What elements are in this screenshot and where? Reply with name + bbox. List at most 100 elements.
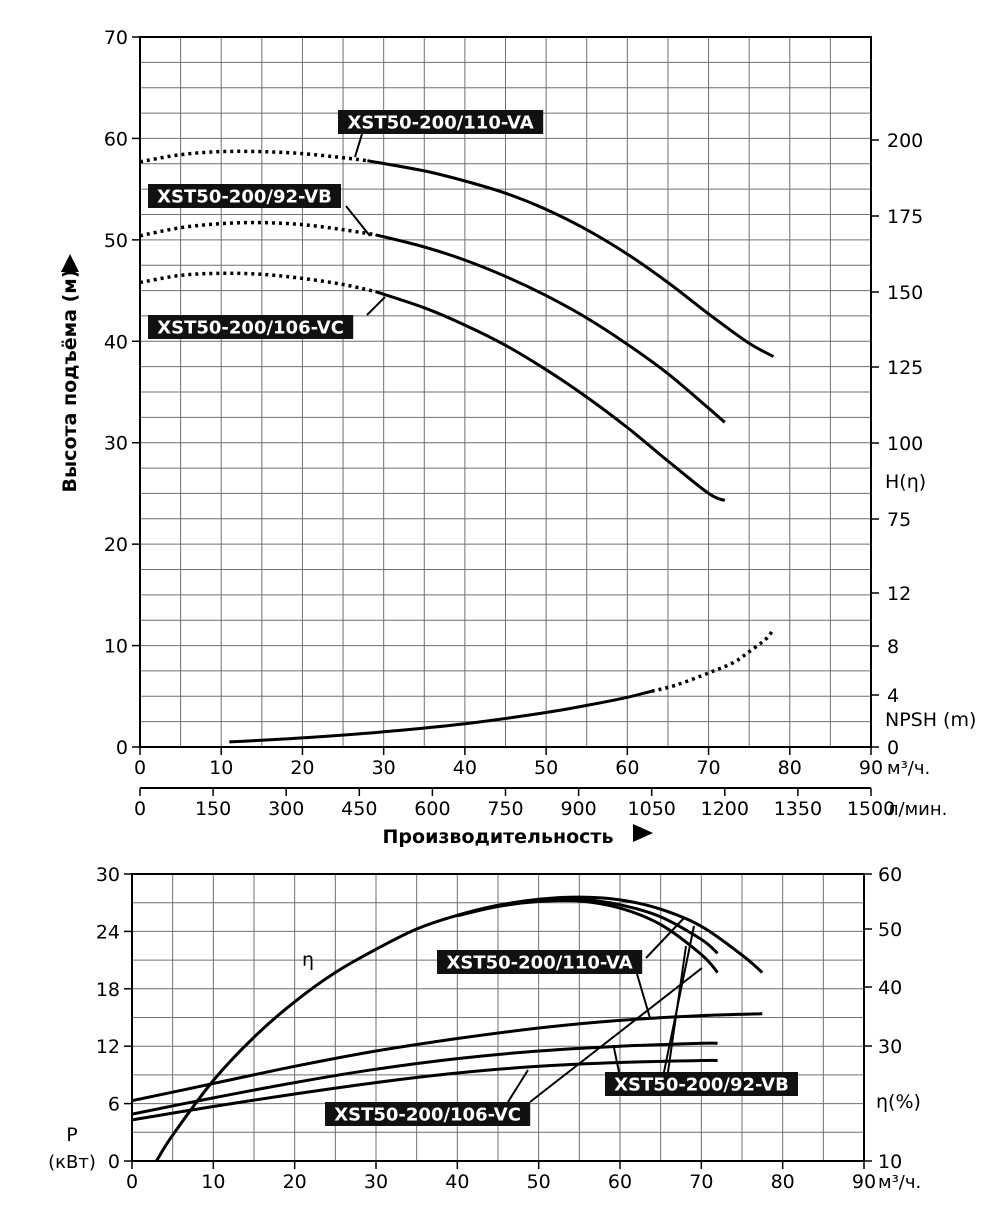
right-eff-tick-label: 10: [878, 1151, 902, 1173]
top-chart-labels: XST50-200/110-VA XST50-200/92-VB XST50-200…: [148, 110, 544, 339]
top-x-axis-arrow: [633, 824, 653, 842]
lpm-tick-label: 300: [268, 798, 304, 820]
top-x-unit: м³/ч.: [887, 758, 930, 779]
power-curve-xst50-200-92-vb: [132, 1041, 718, 1116]
top-y-tick-label: 20: [104, 534, 128, 556]
bottom-y-tick-label: 30: [96, 864, 120, 886]
top-leader-xst50-200-106-vc: [366, 296, 386, 316]
right-head-tick-label: 150: [887, 282, 923, 304]
top-label-xst50-200-106-vc-box: [148, 315, 354, 339]
bottom-leader-92-vb-power: [613, 1047, 620, 1073]
bottom-y-tick-label: 24: [96, 921, 120, 943]
bottom-x-tick-label: 30: [364, 1171, 388, 1193]
efficiency-curve-xst50-200-106-vc: [456, 898, 719, 974]
bottom-label-xst50-200-106-vc-text: XST50-200/106-VC: [334, 1105, 521, 1126]
right-npsh-tick-label: 0: [887, 737, 899, 759]
bottom-label-xst50-200-110-va-text: XST50-200/110-VA: [447, 953, 633, 974]
top-y-axis-arrow: [61, 254, 79, 272]
bottom-chart-labels: η XST50-200/110-VA XST50-200/92-VB XST50-20…: [302, 917, 798, 1126]
bottom-label-xst50-200-92-vb-box: [605, 1072, 798, 1096]
top-chart-curves: [140, 149, 775, 744]
top-chart-grid: [140, 37, 871, 747]
bottom-y-axis-title: P: [66, 1124, 77, 1146]
lpm-tick-label: 1500: [847, 798, 895, 820]
bottom-chart-curves: [132, 895, 764, 1161]
top-y-tick-label: 60: [104, 128, 128, 150]
top-y-tick-label: 10: [104, 636, 128, 658]
bottom-x-tick-label: 0: [126, 1171, 138, 1193]
bottom-leader-110-va-eff: [645, 917, 685, 959]
power-curve-xst50-200-106-vc: [132, 1058, 718, 1122]
lpm-tick-label: 1200: [701, 798, 749, 820]
bottom-x-tick-label: 10: [201, 1171, 225, 1193]
head-curve-xst50-200-106-vc: [375, 290, 726, 502]
top-x-tick-label: 10: [209, 757, 233, 779]
efficiency-symbol-label: η: [302, 949, 314, 971]
top-y-axis-title: Высота подъёма (м): [59, 270, 81, 493]
top-x-tick-label: 70: [696, 757, 720, 779]
top-x-tick-label: 60: [615, 757, 639, 779]
lpm-unit: л/мин.: [887, 799, 947, 820]
head-curve-xst50-200-110-va: [367, 159, 775, 358]
bottom-x-tick-label: 40: [445, 1171, 469, 1193]
right-head-tick-label: 75: [887, 509, 911, 531]
bottom-y-tick-label: 6: [108, 1094, 120, 1116]
bottom-label-xst50-200-106-vc-box: [325, 1102, 531, 1126]
bottom-x-tick-label: 20: [283, 1171, 307, 1193]
top-x-tick-label: 90: [859, 757, 883, 779]
top-x-tick-label: 30: [372, 757, 396, 779]
bottom-x-unit: м³/ч.: [878, 1172, 921, 1193]
top-x-tick-label: 0: [134, 757, 146, 779]
bottom-plot-frame: [131, 873, 865, 1162]
lpm-tick-label: 0: [134, 798, 146, 820]
top-x-tick-label: 40: [453, 757, 477, 779]
head-curve-dotted-xst50-200-106-vc: [140, 271, 376, 294]
top-y-tick-label: 30: [104, 433, 128, 455]
top-label-xst50-200-92-vb-text: XST50-200/92-VB: [157, 187, 332, 208]
right-head-axis-title: H(η): [885, 471, 926, 493]
lpm-tick-label: 900: [560, 798, 596, 820]
npsh-curve-dotted: [651, 628, 775, 693]
bottom-y-tick-label: 12: [96, 1036, 120, 1058]
lpm-tick-label: 150: [195, 798, 231, 820]
bottom-leader-106-vc-eff: [529, 967, 703, 1103]
bottom-label-xst50-200-110-va-box: [437, 950, 643, 974]
lpm-tick-label: 1350: [774, 798, 822, 820]
bottom-x-tick-label: 60: [608, 1171, 632, 1193]
top-y-tick-label: 0: [116, 737, 128, 759]
bottom-leader-92-vb-eff-b: [667, 945, 687, 1073]
top-x-tick-label: 80: [778, 757, 802, 779]
right-head-tick-label: 125: [887, 357, 923, 379]
head-curve-dotted-xst50-200-110-va: [140, 149, 368, 164]
bottom-chart-axes: 0 6 12 18 24 30 0 10 20 30 40 50 60 70 80 90 м³/ч. P (кВт)…: [48, 864, 921, 1193]
lpm-tick-label: 450: [341, 798, 377, 820]
top-leader-xst50-200-110-va: [354, 133, 363, 158]
right-npsh-tick-label: 8: [887, 636, 899, 658]
right-npsh-tick-label: 4: [887, 685, 899, 707]
top-label-xst50-200-92-vb-box: [148, 184, 341, 208]
top-y-tick-label: 50: [104, 230, 128, 252]
bottom-y-tick-label: 18: [96, 979, 120, 1001]
top-plot-frame: [139, 36, 872, 748]
right-head-tick-label: 200: [887, 130, 923, 152]
right-head-tick-label: 175: [887, 206, 923, 228]
right-eff-tick-label: 40: [878, 977, 902, 999]
head-curve-dotted-xst50-200-92-vb: [140, 220, 376, 238]
top-leader-xst50-200-92-vb: [345, 205, 371, 237]
right-eff-tick-label: 30: [878, 1036, 902, 1058]
bottom-y-axis-unit: (кВт): [48, 1152, 96, 1173]
lpm-tick-label: 600: [414, 798, 450, 820]
top-x-axis-title: Производительность: [383, 826, 614, 848]
top-label-xst50-200-110-va-text: XST50-200/110-VA: [348, 113, 534, 134]
lpm-tick-label: 750: [487, 798, 523, 820]
lpm-tick-label: 1050: [628, 798, 676, 820]
bottom-x-tick-label: 90: [852, 1171, 876, 1193]
power-curve-xst50-200-110-va: [132, 1012, 763, 1103]
bottom-leader-106-vc-power: [507, 1069, 529, 1103]
top-x-tick-label: 50: [534, 757, 558, 779]
top-label-xst50-200-110-va-box: [338, 110, 544, 134]
bottom-x-tick-label: 70: [689, 1171, 713, 1193]
right-head-tick-label: 100: [887, 433, 923, 455]
